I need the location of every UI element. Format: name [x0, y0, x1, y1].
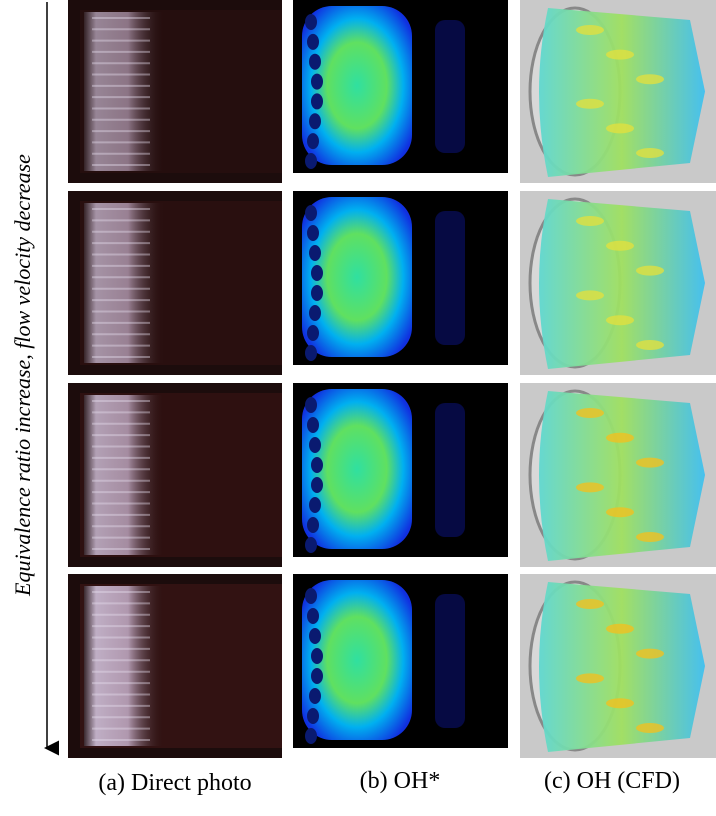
cfd-hot	[636, 265, 664, 276]
cfd-hot	[606, 123, 634, 134]
oh-hole	[305, 397, 317, 413]
oh-hole	[305, 205, 317, 221]
cfd-hot	[576, 482, 604, 493]
cfd-hot	[576, 98, 604, 109]
oh-hole	[311, 265, 323, 281]
cfd-flame	[539, 582, 705, 752]
panels	[68, 0, 716, 758]
oh-tail	[435, 211, 465, 345]
oh-hole	[307, 417, 319, 433]
oh-tail	[435, 20, 465, 153]
cfd-hot	[636, 532, 664, 542]
cfd-hot	[606, 623, 634, 634]
oh-hole	[311, 648, 323, 664]
cfd-hot	[636, 723, 664, 733]
oh-tail	[435, 594, 465, 728]
cfd-hot	[576, 216, 604, 226]
y-axis-label: Equivalence ratio increase, flow velocit…	[10, 154, 35, 597]
oh-hole	[309, 688, 321, 704]
cfd-hot	[606, 240, 634, 251]
cfd-hot	[636, 340, 664, 350]
cfd-hot	[636, 148, 664, 158]
cfd-flame	[539, 199, 705, 369]
cfd-hot	[606, 315, 634, 326]
column-caption: (b) OH*	[360, 768, 441, 794]
cfd-hot	[576, 290, 604, 301]
oh-hole	[309, 305, 321, 321]
oh-hole	[307, 325, 319, 341]
cfd-hot	[606, 49, 634, 60]
oh-hole	[305, 588, 317, 604]
photo-flame	[84, 395, 164, 555]
oh-flame	[302, 6, 412, 165]
cfd-hot	[636, 457, 664, 468]
cfd-hot	[606, 507, 634, 518]
cfd-flame	[539, 8, 705, 177]
oh-flame	[302, 197, 412, 357]
photo-flame	[84, 586, 164, 746]
column-caption: (c) OH (CFD)	[544, 768, 680, 794]
cfd-hot	[576, 599, 604, 609]
oh-hole	[311, 285, 323, 301]
cfd-hot	[576, 25, 604, 35]
oh-hole	[307, 33, 319, 50]
oh-hole	[309, 113, 321, 130]
oh-axis	[293, 557, 508, 567]
oh-hole	[309, 628, 321, 644]
cfd-hot	[576, 408, 604, 418]
photo-flame	[84, 12, 164, 171]
oh-flame	[302, 580, 412, 740]
oh-hole	[307, 133, 319, 150]
oh-axis	[293, 748, 508, 758]
oh-hole	[307, 608, 319, 624]
oh-hole	[305, 537, 317, 553]
oh-hole	[305, 345, 317, 361]
oh-hole	[311, 93, 323, 110]
oh-hole	[309, 437, 321, 453]
oh-hole	[309, 245, 321, 261]
oh-hole	[305, 728, 317, 744]
oh-hole	[307, 517, 319, 533]
oh-hole	[309, 53, 321, 70]
oh-hole	[311, 477, 323, 493]
cfd-hot	[606, 432, 634, 443]
cfd-hot	[576, 673, 604, 684]
oh-hole	[305, 153, 317, 169]
oh-hole	[305, 14, 317, 30]
oh-hole	[307, 225, 319, 241]
oh-axis	[293, 365, 508, 375]
photo-flame	[84, 203, 164, 363]
oh-hole	[311, 457, 323, 473]
cfd-flame	[539, 391, 705, 561]
oh-tail	[435, 403, 465, 537]
cfd-hot	[606, 698, 634, 709]
column-caption: (a) Direct photo	[98, 770, 251, 796]
oh-hole	[311, 73, 323, 90]
oh-hole	[307, 708, 319, 724]
oh-flame	[302, 389, 412, 549]
oh-axis	[293, 173, 508, 183]
cfd-hot	[636, 648, 664, 659]
cfd-hot	[636, 74, 664, 85]
oh-hole	[309, 497, 321, 513]
oh-hole	[311, 668, 323, 684]
